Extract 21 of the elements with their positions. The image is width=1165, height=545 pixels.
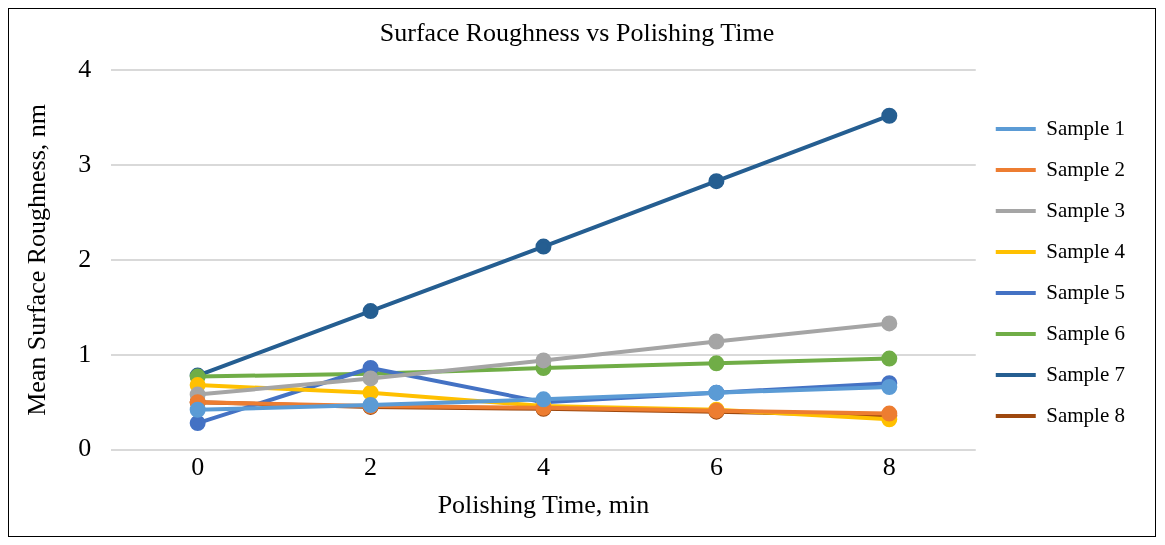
- y-tick-label: 0: [78, 433, 92, 463]
- x-tick-label: 8: [882, 452, 896, 482]
- chart-title: Surface Roughness vs Polishing Time: [379, 18, 775, 48]
- x-tick-label: 4: [536, 452, 550, 482]
- y-tick-label: 4: [78, 54, 92, 84]
- legend-label: Sample 8: [1046, 402, 1126, 427]
- legend-label: Sample 7: [1046, 361, 1126, 386]
- y-tick-label: 3: [78, 148, 92, 178]
- y-axis-title: Mean Surface Roughness, nm: [22, 103, 52, 416]
- y-tick-label: 2: [78, 243, 92, 273]
- y-tick-label: 1: [78, 338, 92, 368]
- x-tick-label: 2: [364, 452, 378, 482]
- x-axis-title: Polishing Time, min: [437, 490, 650, 520]
- x-tick-label: 0: [191, 452, 205, 482]
- x-tick-label: 6: [709, 452, 723, 482]
- legend-label: Sample 6: [1046, 320, 1126, 345]
- legend-label: Sample 2: [1046, 156, 1126, 181]
- legend-label: Sample 5: [1046, 279, 1126, 304]
- legend-label: Sample 3: [1046, 197, 1126, 222]
- legend-label: Sample 4: [1046, 238, 1126, 263]
- legend-label: Sample 1: [1046, 115, 1126, 140]
